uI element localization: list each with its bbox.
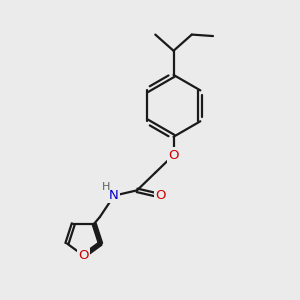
Text: N: N	[109, 189, 119, 202]
Text: O: O	[79, 249, 89, 262]
Text: O: O	[168, 148, 179, 161]
Text: O: O	[155, 189, 165, 202]
Text: H: H	[102, 182, 110, 192]
